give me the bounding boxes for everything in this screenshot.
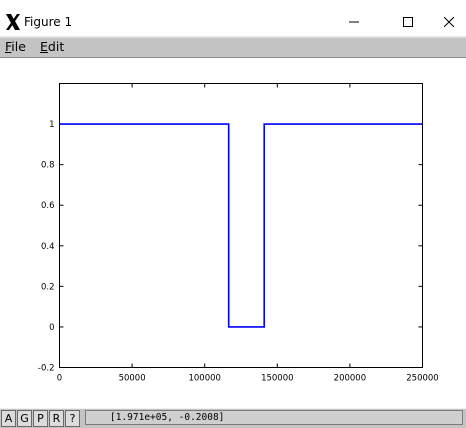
x-tick-label: 200000 [334,374,366,384]
y-tick-label: 0.2 [41,282,55,292]
x-tick-label: 100000 [188,374,220,384]
menu-bar: File Edit [0,37,466,58]
status-bar: A G P R ? [1.971e+05, -0.2008] [0,408,466,428]
x-tick-label: 150000 [261,374,293,384]
menu-edit[interactable]: Edit [40,39,64,54]
close-icon [444,17,454,27]
y-tick-label: 0.4 [41,242,55,252]
x-tick-label: 250000 [406,374,438,384]
window-title: Figure 1 [24,15,73,29]
x-tick-label: 0 [57,374,62,384]
coordinate-readout: [1.971e+05, -0.2008] [85,410,463,425]
menu-file[interactable]: File [5,39,26,54]
print-button[interactable]: P [33,410,48,427]
series-line [59,123,423,328]
y-tick-label: 0.8 [41,161,55,171]
y-tick-label: 0.6 [41,201,55,211]
x-tick-label: 50000 [119,374,146,384]
maximize-icon [403,17,413,27]
menu-edit-label: dit [47,39,65,54]
maximize-button[interactable] [394,11,422,33]
plot-area [59,83,423,368]
menu-edit-accel: E [40,39,48,54]
x-logo-icon [6,14,20,30]
menu-file-label: ile [11,39,26,54]
help-button[interactable]: ? [65,410,80,427]
menu-file-accel: F [5,39,12,54]
ruler-button[interactable]: R [49,410,64,427]
plot-canvas[interactable]: 0 50000 100000 150000 200000 250000-0.200.20.… [0,57,466,408]
grid-button[interactable]: G [17,410,32,427]
y-tick-label: 0 [49,323,54,333]
y-tick-label: -0.2 [38,364,55,374]
minimize-icon [349,21,359,23]
title-bar: Figure 1 [0,9,466,37]
autoscale-button[interactable]: A [1,410,16,427]
y-tick-label: 1 [49,120,54,130]
minimize-button[interactable] [340,11,368,33]
close-button[interactable] [435,11,463,33]
axis-tick-labels: 0 50000 100000 150000 200000 250000-0.200.20.… [38,120,439,383]
series-group [59,123,423,328]
